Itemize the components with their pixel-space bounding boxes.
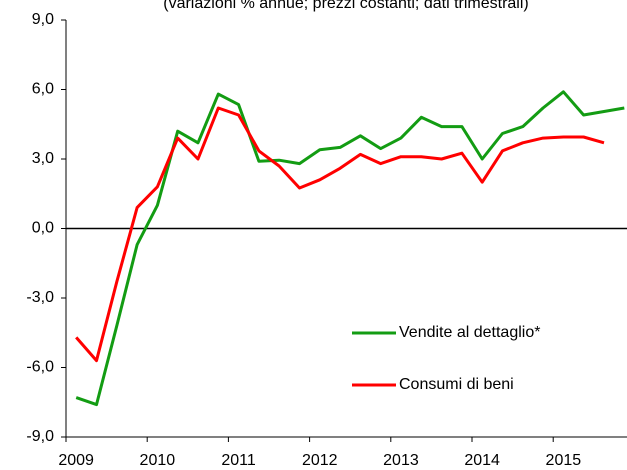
x-tick-label: 2015 — [546, 452, 582, 469]
x-tick-label: 2011 — [221, 452, 256, 469]
y-tick-label: 9,0 — [32, 11, 54, 28]
legend-label: Consumi di beni — [399, 376, 514, 393]
y-tick-label: -9,0 — [26, 428, 54, 445]
y-tick-label: -6,0 — [26, 359, 54, 376]
legend-label: Vendite al dettaglio* — [399, 324, 540, 341]
x-tick-label: 2012 — [302, 452, 338, 469]
x-tick-label: 2014 — [464, 452, 500, 469]
y-tick-label: 0,0 — [32, 220, 54, 237]
series-line — [75, 106, 605, 363]
chart-title: (variazioni % annue; prezzi costanti; da… — [163, 0, 528, 12]
y-tick-label: -3,0 — [26, 289, 54, 306]
y-tick-label: 3,0 — [32, 150, 54, 167]
y-tick-label: 6,0 — [32, 81, 54, 98]
series-line — [75, 90, 625, 407]
x-tick-label: 2009 — [58, 452, 94, 469]
x-tick-label: 2013 — [383, 452, 419, 469]
x-tick-label: 2010 — [140, 452, 176, 469]
